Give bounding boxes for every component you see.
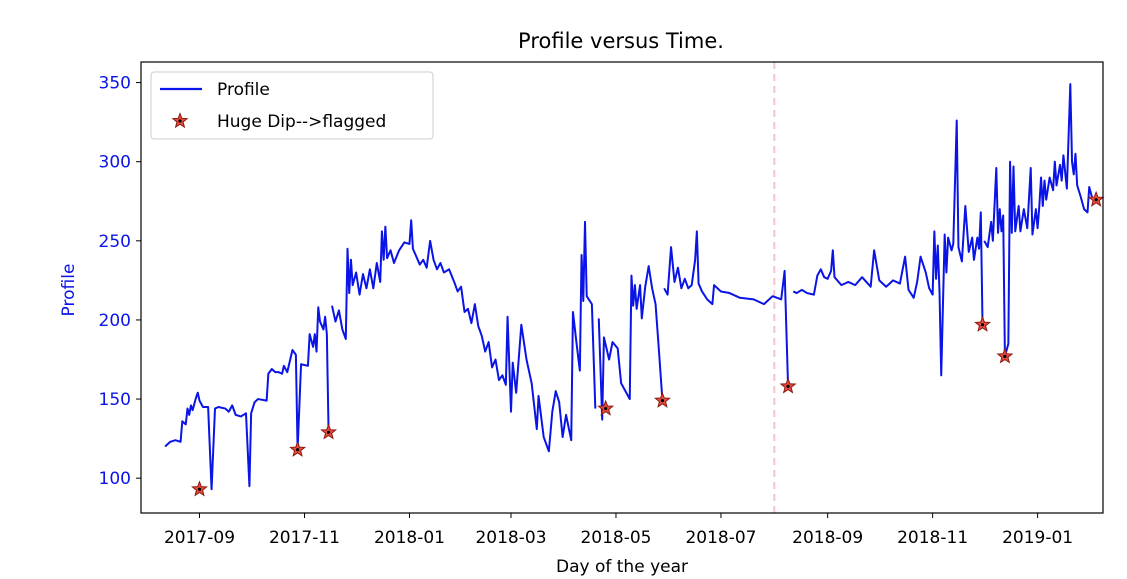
flagged-point-center-3	[604, 406, 608, 411]
legend-box	[150, 71, 434, 140]
legend-label-profile: Profile	[217, 80, 270, 100]
flagged-point-center-6	[980, 323, 985, 327]
x-tick-label-0: 2017-09	[164, 528, 235, 548]
plot-area	[164, 62, 1105, 513]
flagged-point-center-2	[326, 430, 331, 434]
x-tick-label-8: 2019-01	[1002, 528, 1073, 548]
profile-line-segment-4	[792, 119, 984, 377]
x-tick-label-3: 2018-03	[475, 528, 546, 548]
flagged-point-center-0	[197, 487, 202, 491]
y-tick-label-1: 150	[99, 390, 131, 410]
profile-line-segment-1	[331, 219, 597, 453]
flagged-point-center-1	[296, 448, 300, 452]
flagged-point-center-5	[786, 384, 790, 389]
y-tick-label-4: 300	[99, 153, 131, 173]
y-tick-label-5: 350	[99, 74, 131, 94]
profile-line-segment-5	[983, 83, 1094, 358]
flagged-point-center-4	[660, 399, 665, 403]
legend: Profile Huge Dip-->flagged	[150, 71, 434, 140]
x-axis: 2017-09 2017-11 2018-01 2018-03 2018-05 2018-…	[164, 513, 1073, 548]
axes-frame	[140, 61, 1104, 514]
profile-line-segment-0	[164, 306, 330, 491]
x-axis-label: Day of the year	[556, 557, 688, 577]
flagged-point-center-8	[1094, 198, 1098, 202]
y-axis-label: Profile	[59, 264, 79, 317]
x-tick-label-6: 2018-09	[792, 528, 863, 548]
y-tick-label-2: 200	[99, 311, 131, 331]
x-tick-label-1: 2017-11	[269, 528, 340, 548]
chart-title: Profile versus Time.	[518, 29, 724, 53]
legend-star-center	[178, 119, 182, 123]
y-tick-label-3: 250	[99, 232, 131, 252]
x-tick-label-4: 2018-05	[580, 528, 651, 548]
profile-line-segment-2	[597, 265, 664, 421]
profile-line-segment-3	[663, 230, 790, 387]
y-tick-label-0: 100	[99, 469, 131, 489]
legend-label-flagged: Huge Dip-->flagged	[217, 112, 386, 132]
flagged-point-center-7	[1003, 354, 1007, 358]
x-tick-label-5: 2018-07	[685, 528, 756, 548]
x-tick-label-2: 2018-01	[374, 528, 445, 548]
x-tick-label-7: 2018-11	[897, 528, 968, 548]
y-axis: 100 150 200 250 300 350	[99, 74, 141, 489]
